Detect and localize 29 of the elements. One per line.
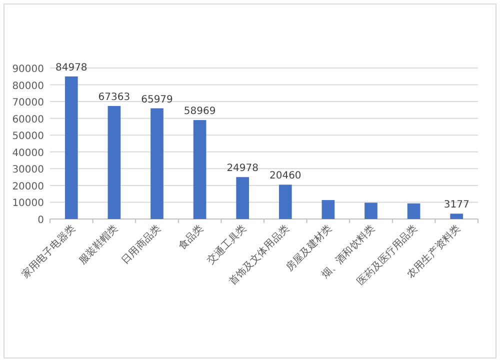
bar [322,200,335,219]
data-label: 3177 [444,200,470,211]
y-tick-label: 90000 [12,64,44,75]
y-tick-label: 50000 [12,131,44,142]
data-label: 67363 [98,92,130,103]
y-tick-label: 10000 [12,198,44,210]
data-label: 58969 [184,106,216,118]
x-tick-label: 日用商品类 [119,222,164,266]
data-label: 24978 [226,163,259,174]
y-tick-label: 70000 [12,98,44,109]
bar [64,76,78,219]
bar [364,202,378,219]
x-tick-label: 食品类 [176,222,206,252]
bar [150,108,164,219]
bar [193,120,206,219]
data-label: 20460 [269,170,302,182]
bar [407,203,420,219]
bar [236,177,250,219]
y-tick-label: 60000 [12,114,44,126]
bar [278,184,292,219]
y-tick-label: 30000 [12,164,44,176]
bar [450,214,464,219]
y-tick-label: 20000 [12,181,44,192]
y-tick-label: 80000 [12,80,44,92]
data-label: 65979 [141,94,173,106]
bar [108,106,121,219]
data-label: 84978 [55,62,88,74]
x-tick-label: 服装鞋帽类 [76,222,120,266]
y-tick-label: 40000 [12,148,44,159]
